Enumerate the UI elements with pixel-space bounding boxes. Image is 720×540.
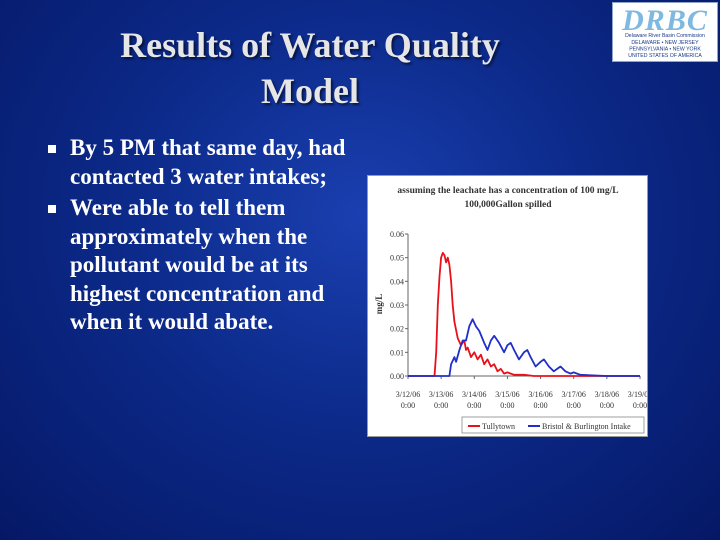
logo-line-3: PENNSYLVANIA • NEW YORK [629, 47, 701, 53]
x-tick-label-time: 0:00 [533, 401, 547, 410]
y-tick-label: 0.03 [390, 301, 404, 310]
x-tick-label-time: 0:00 [600, 401, 614, 410]
slide-title-line-2: Model [261, 71, 359, 111]
logo-line-4: UNITED STATES OF AMERICA [628, 53, 702, 59]
legend-box [461, 416, 645, 434]
square-bullet-icon [48, 205, 56, 213]
bullet-item: Were able to tell them approximately whe… [48, 194, 358, 337]
x-tick-label-date: 3/14/06 [462, 390, 486, 399]
x-tick-label-date: 3/13/06 [429, 390, 453, 399]
x-tick-label-date: 3/18/06 [595, 390, 619, 399]
y-tick-label: 0.00 [390, 372, 404, 381]
series-line-1 [408, 318, 640, 377]
x-tick-label-date: 3/19/06 [628, 390, 647, 399]
drbc-logo-graphic: DRBC Delaware River Basin Commission DEL… [621, 4, 708, 59]
y-tick-label: 0.02 [390, 325, 404, 334]
x-tick-label-date: 3/15/06 [495, 390, 519, 399]
drbc-logo: DRBC Delaware River Basin Commission DEL… [612, 2, 718, 62]
bullet-list: By 5 PM that same day, had contacted 3 w… [48, 134, 358, 340]
chart-title-line-1: assuming the leachate has a concentratio… [397, 186, 618, 196]
x-tick-label-date: 3/12/06 [396, 390, 420, 399]
bullet-text: Were able to tell them approximately whe… [70, 195, 325, 334]
x-tick-label-time: 0:00 [633, 401, 647, 410]
x-tick-label-time: 0:00 [500, 401, 514, 410]
y-axis-label: mg/L [374, 294, 384, 315]
x-tick-label-time: 0:00 [567, 401, 581, 410]
legend-label-1: Bristol & Burlington Intake [542, 422, 631, 431]
bullet-item: By 5 PM that same day, had contacted 3 w… [48, 134, 358, 191]
y-tick-label: 0.01 [390, 348, 404, 357]
legend-label-0: Tullytown [482, 422, 515, 431]
chart-svg: assuming the leachate has a concentratio… [374, 186, 647, 434]
slide-title-line-1: Results of Water Quality [120, 25, 500, 65]
y-tick-label: 0.04 [390, 277, 404, 286]
concentration-chart: assuming the leachate has a concentratio… [367, 175, 648, 437]
logo-line-2: DELAWARE • NEW JERSEY [631, 40, 699, 46]
y-tick-label: 0.05 [390, 254, 404, 263]
chart-legend: Tullytown Bristol & Burlington Intake [461, 416, 645, 434]
x-tick-label-date: 3/16/06 [528, 390, 552, 399]
bullet-text: By 5 PM that same day, had contacted 3 w… [70, 135, 346, 189]
x-tick-label-time: 0:00 [467, 401, 481, 410]
x-tick-label-time: 0:00 [434, 401, 448, 410]
chart-title-line-2: 100,000Gallon spilled [464, 200, 552, 210]
y-tick-label: 0.06 [390, 230, 404, 239]
logo-line-1: Delaware River Basin Commission [625, 33, 705, 39]
slide-title: Results of Water Quality Model [60, 22, 560, 114]
x-tick-label-date: 3/17/06 [561, 390, 585, 399]
logo-letters: DRBC [621, 4, 708, 37]
square-bullet-icon [48, 145, 56, 153]
series-line-0 [408, 252, 640, 377]
plot-area: 0.06 0.05 0.04 0.03 0.02 0.01 0.00 3/12/06 0:00 3… [390, 230, 647, 410]
x-tick-label-time: 0:00 [401, 401, 415, 410]
